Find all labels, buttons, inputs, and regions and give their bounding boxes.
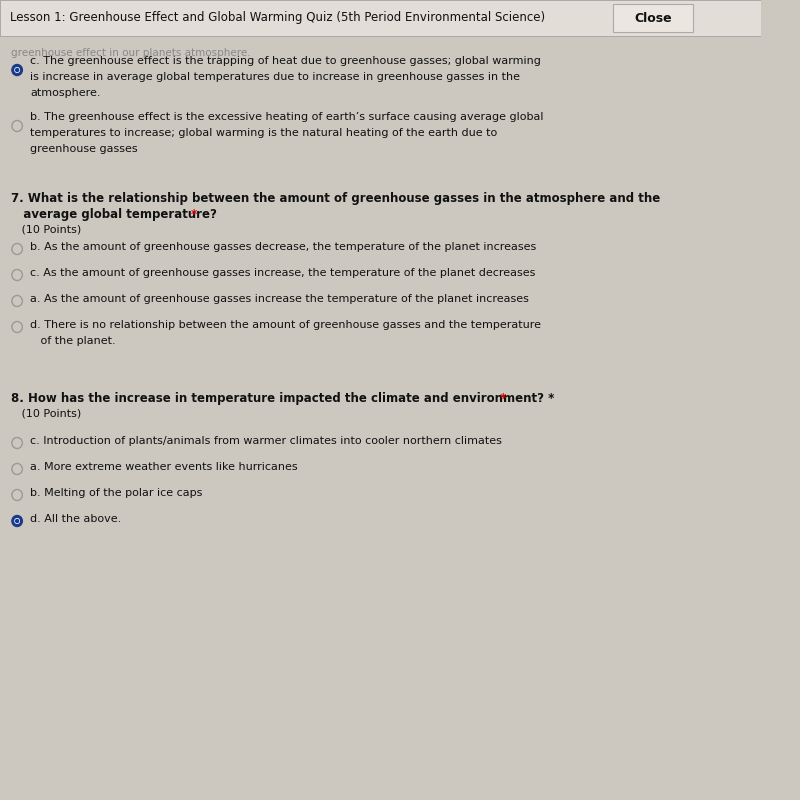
Text: average global temperature?: average global temperature?: [11, 208, 222, 221]
Text: atmosphere.: atmosphere.: [30, 88, 101, 98]
Circle shape: [12, 65, 22, 75]
Text: b. Melting of the polar ice caps: b. Melting of the polar ice caps: [30, 488, 203, 498]
Text: c. Introduction of plants/animals from warmer climates into cooler northern clim: c. Introduction of plants/animals from w…: [30, 436, 502, 446]
Text: a. More extreme weather events like hurricanes: a. More extreme weather events like hurr…: [30, 462, 298, 472]
Text: Close: Close: [634, 11, 672, 25]
Text: greenhouse gasses: greenhouse gasses: [30, 144, 138, 154]
Text: greenhouse effect in our planets atmosphere.: greenhouse effect in our planets atmosph…: [11, 48, 251, 58]
Text: Lesson 1: Greenhouse Effect and Global Warming Quiz (5th Period Environmental Sc: Lesson 1: Greenhouse Effect and Global W…: [10, 11, 545, 25]
Circle shape: [15, 518, 19, 523]
Circle shape: [16, 519, 18, 522]
Text: temperatures to increase; global warming is the natural heating of the earth due: temperatures to increase; global warming…: [30, 128, 498, 138]
FancyBboxPatch shape: [613, 4, 693, 32]
Text: b. The greenhouse effect is the excessive heating of earth’s surface causing ave: b. The greenhouse effect is the excessiv…: [30, 112, 544, 122]
Text: of the planet.: of the planet.: [30, 336, 116, 346]
FancyBboxPatch shape: [0, 0, 762, 36]
Text: a. As the amount of greenhouse gasses increase the temperature of the planet inc: a. As the amount of greenhouse gasses in…: [30, 294, 530, 304]
Circle shape: [16, 69, 18, 71]
Text: 7. What is the relationship between the amount of greenhouse gasses in the atmos: 7. What is the relationship between the …: [11, 192, 661, 205]
Text: 8. How has the increase in temperature impacted the climate and environment? *: 8. How has the increase in temperature i…: [11, 392, 554, 405]
Circle shape: [15, 68, 19, 72]
Text: *: *: [190, 208, 197, 221]
Text: b. As the amount of greenhouse gasses decrease, the temperature of the planet in: b. As the amount of greenhouse gasses de…: [30, 242, 537, 252]
Text: (10 Points): (10 Points): [11, 224, 82, 234]
Text: *: *: [496, 392, 506, 405]
Text: is increase in average global temperatures due to increase in greenhouse gasses : is increase in average global temperatur…: [30, 72, 521, 82]
Text: c. As the amount of greenhouse gasses increase, the temperature of the planet de: c. As the amount of greenhouse gasses in…: [30, 268, 536, 278]
Text: c. The greenhouse effect is the trapping of heat due to greenhouse gasses; globa: c. The greenhouse effect is the trapping…: [30, 56, 542, 66]
Circle shape: [12, 515, 22, 526]
Text: d. There is no relationship between the amount of greenhouse gasses and the temp: d. There is no relationship between the …: [30, 320, 542, 330]
Text: d. All the above.: d. All the above.: [30, 514, 122, 524]
Text: (10 Points): (10 Points): [11, 408, 82, 418]
